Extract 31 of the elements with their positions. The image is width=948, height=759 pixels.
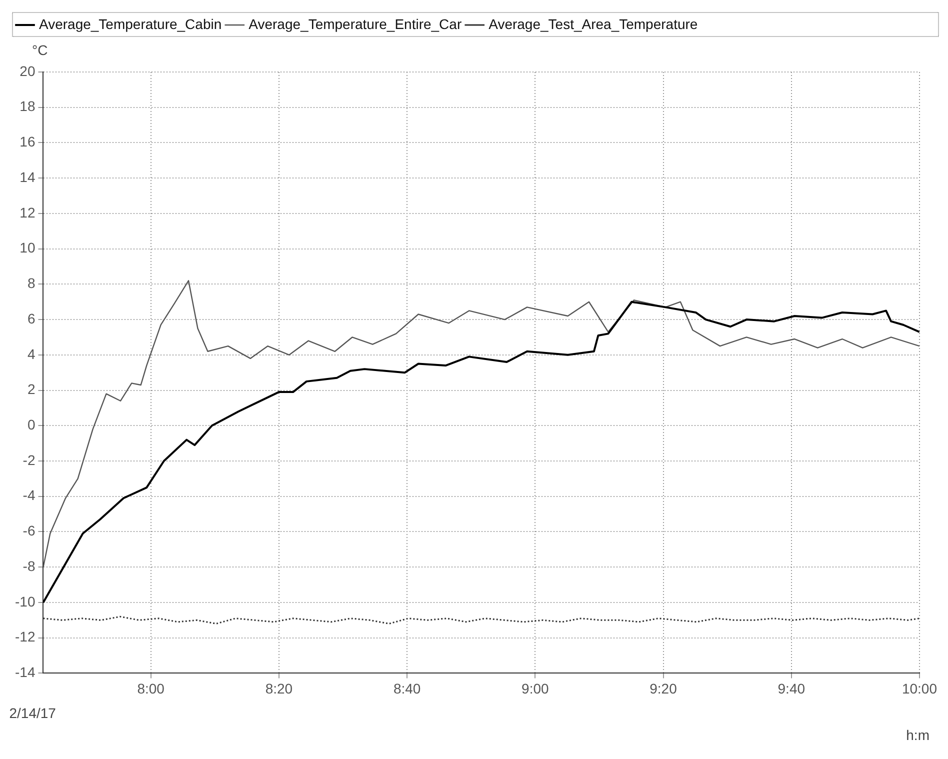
y-tick-label: -2 — [22, 452, 36, 468]
y-tick-label: 0 — [27, 416, 36, 433]
y-tick-label: 14 — [20, 168, 36, 185]
y-axis-title: °C — [32, 42, 48, 58]
x-tick-label: 8:40 — [393, 680, 421, 696]
y-tick-label: 10 — [20, 240, 36, 256]
legend-label: Average_Test_Area_Temperature — [488, 16, 698, 32]
y-tick-label: 18 — [20, 98, 36, 114]
y-tick-label: 2 — [27, 381, 36, 398]
x-tick-label: 8:20 — [265, 680, 293, 696]
y-tick-label: 20 — [20, 62, 36, 79]
y-tick-label: -8 — [22, 558, 36, 574]
y-tick-label: 4 — [27, 346, 36, 362]
y-tick-label: -12 — [15, 628, 36, 645]
legend-label: Average_Temperature_Cabin — [39, 16, 222, 32]
y-tick-label: -6 — [22, 522, 36, 539]
text: 2/14/17 — [9, 705, 56, 722]
y-tick-label: 16 — [20, 134, 36, 150]
y-tick-label: 12 — [20, 204, 36, 220]
y-tick-label: 8 — [27, 275, 36, 292]
y-tick-label: 6 — [27, 310, 36, 326]
y-tick-label: -10 — [15, 593, 36, 610]
x-axis-title: h:m — [906, 726, 930, 743]
legend-label: Average_Temperature_Entire_Car — [248, 16, 462, 32]
x-tick-label: 9:40 — [778, 680, 806, 696]
y-tick-label: -4 — [22, 487, 36, 504]
x-tick-label: 9:20 — [650, 680, 678, 696]
x-tick-label: 9:00 — [522, 680, 549, 696]
y-tick-label: -14 — [15, 664, 36, 680]
x-tick-label: 10:00 — [902, 680, 938, 696]
x-tick-label: 8:00 — [137, 680, 165, 696]
